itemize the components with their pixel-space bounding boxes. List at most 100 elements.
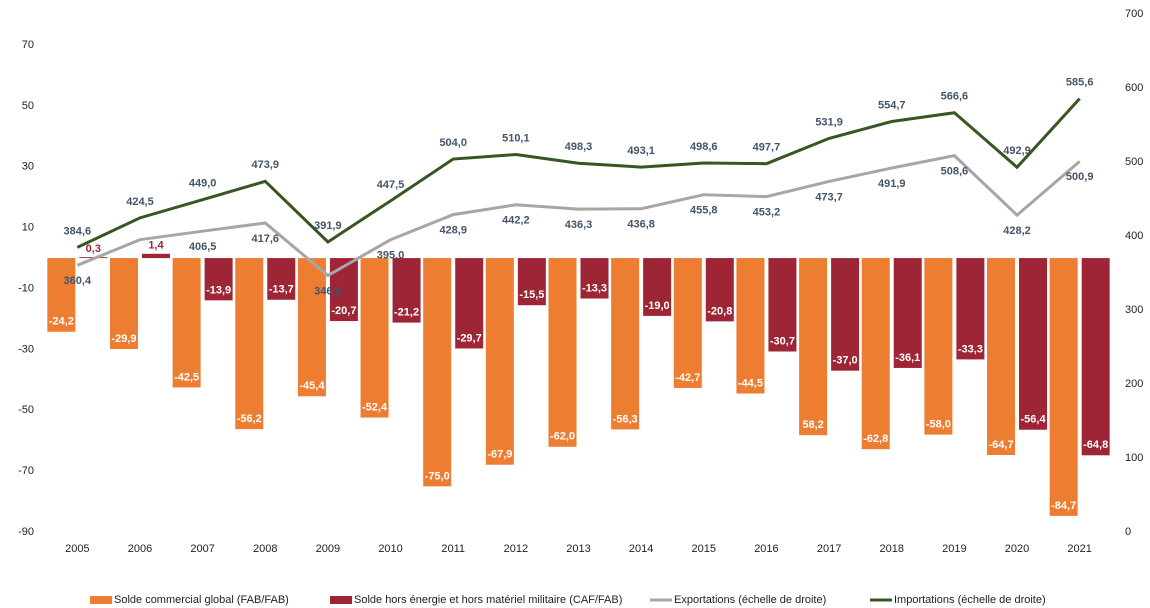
bar <box>643 258 672 316</box>
bar-value-label: 58,2 <box>802 419 823 431</box>
x-tick-label: 2015 <box>692 543 716 555</box>
bar <box>1019 258 1048 430</box>
x-tick-label: 2013 <box>566 543 590 555</box>
line-value-label: 424,5 <box>126 196 154 208</box>
y-tick-label: -30 <box>18 343 34 355</box>
x-tick-label: 2016 <box>754 543 778 555</box>
y2-tick-label: 0 <box>1125 526 1131 538</box>
line-value-label: 395,0 <box>377 250 405 262</box>
bar <box>1049 258 1078 516</box>
line-value-label: 449,0 <box>189 178 217 190</box>
bar-value-label: -13,3 <box>582 282 607 294</box>
bar-value-label: -37,0 <box>833 355 858 367</box>
line-value-label: 554,7 <box>878 99 906 111</box>
bar <box>517 258 546 306</box>
bar <box>172 258 201 388</box>
bar <box>799 258 828 436</box>
bar <box>109 258 138 350</box>
y2-tick-label: 200 <box>1125 378 1143 390</box>
bar-value-label: -15,5 <box>519 289 544 301</box>
x-tick-label: 2007 <box>190 543 214 555</box>
bar-value-label: -64,8 <box>1083 439 1108 451</box>
legend-label: Exportations (échelle de droite) <box>674 594 826 606</box>
x-tick-label: 2017 <box>817 543 841 555</box>
bar-value-label: -52,4 <box>362 401 388 413</box>
x-tick-label: 2012 <box>504 543 528 555</box>
bar <box>455 258 484 349</box>
line-value-label: 346,6 <box>314 285 342 297</box>
line-value-label: 436,8 <box>627 219 655 231</box>
bar <box>141 253 170 259</box>
line-value-label: 510,1 <box>502 132 530 144</box>
bar-value-label: -56,3 <box>613 413 638 425</box>
y2-tick-label: 100 <box>1125 452 1143 464</box>
bar-value-label: -58,0 <box>926 419 951 431</box>
x-tick-label: 2008 <box>253 543 277 555</box>
line-value-label: 500,9 <box>1066 171 1094 183</box>
x-tick-label: 2010 <box>378 543 402 555</box>
line-value-label: 508,6 <box>941 166 969 178</box>
y2-tick-label: 300 <box>1125 304 1143 316</box>
bar <box>548 258 577 447</box>
bar <box>893 258 922 368</box>
line-value-label: 585,6 <box>1066 77 1094 89</box>
bar-value-label: -13,9 <box>206 284 231 296</box>
bar <box>235 258 264 430</box>
x-tick-label: 2021 <box>1067 543 1091 555</box>
bar <box>267 258 296 300</box>
bar-value-label: -19,0 <box>645 300 670 312</box>
line-value-label: 498,6 <box>690 141 718 153</box>
line-value-label: 455,8 <box>690 205 718 217</box>
bar <box>204 258 233 301</box>
bar <box>423 258 452 487</box>
bar-value-label: 1,4 <box>148 240 164 252</box>
bar <box>485 258 514 465</box>
bar <box>392 258 421 323</box>
bar-value-label: -33,3 <box>958 343 983 355</box>
bar-value-label: -20,7 <box>331 305 356 317</box>
bar-value-label: 0,3 <box>86 243 101 255</box>
bar-value-label: -45,4 <box>299 380 325 392</box>
line-value-label: 391,9 <box>314 220 342 232</box>
bar <box>924 258 953 435</box>
bar-value-label: -24,2 <box>49 316 74 328</box>
y2-tick-label: 400 <box>1125 230 1143 242</box>
line <box>76 154 1081 278</box>
line-value-label: 504,0 <box>439 137 467 149</box>
line-value-label: 473,9 <box>251 159 279 171</box>
bar <box>580 258 609 299</box>
bar <box>47 258 76 332</box>
bar-value-label: -62,8 <box>863 433 888 445</box>
x-tick-label: 2009 <box>316 543 340 555</box>
line-value-label: 453,2 <box>753 207 781 219</box>
y-tick-label: 30 <box>22 161 34 173</box>
line-value-label: 491,9 <box>878 178 906 190</box>
legend-label: Importations (échelle de droite) <box>894 594 1046 606</box>
bar-value-label: -44,5 <box>738 377 763 389</box>
bar-value-label: -84,7 <box>1051 500 1076 512</box>
bar <box>736 258 765 394</box>
bar <box>831 258 860 371</box>
line-value-label: 498,3 <box>565 141 593 153</box>
line-value-label: 442,2 <box>502 215 530 227</box>
x-tick-label: 2018 <box>879 543 903 555</box>
line-value-label: 497,7 <box>753 142 781 154</box>
y-tick-label: 10 <box>22 222 34 234</box>
y-tick-label: -10 <box>18 282 34 294</box>
x-tick-label: 2011 <box>441 543 465 555</box>
bar-value-label: -67,9 <box>487 449 512 461</box>
legend-label: Solde hors énergie et hors matériel mili… <box>354 594 622 606</box>
y2-tick-label: 500 <box>1125 156 1143 168</box>
legend-swatch <box>330 596 352 604</box>
bar <box>673 258 702 389</box>
y-tick-label: -50 <box>18 404 34 416</box>
bar <box>768 258 797 352</box>
line-value-label: 473,7 <box>815 191 843 203</box>
line-value-label: 417,6 <box>251 233 279 245</box>
line-value-label: 447,5 <box>377 179 405 191</box>
line-value-label: 436,3 <box>565 219 593 231</box>
x-tick-label: 2014 <box>629 543 653 555</box>
line-value-label: 360,4 <box>64 275 92 287</box>
y-tick-label: -90 <box>18 526 34 538</box>
bar-value-label: -13,7 <box>269 284 294 296</box>
